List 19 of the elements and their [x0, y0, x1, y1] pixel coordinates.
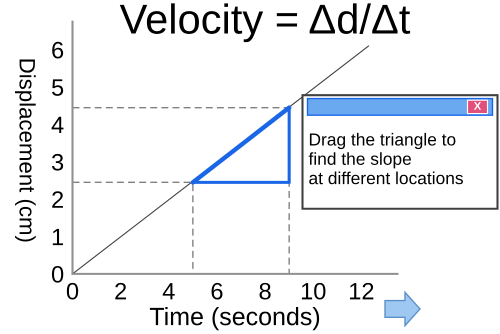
x-axis-title: Time (seconds) [150, 307, 320, 330]
x-tick-label: 8 [260, 282, 271, 300]
x-tick-label: 4 [162, 283, 175, 300]
chart-title: Velocity = Δd/Δt [120, 3, 410, 42]
y-tick-label: 1 [52, 228, 64, 246]
y-tick-label: 5 [52, 79, 64, 96]
x-tick-label: 12 [350, 282, 374, 300]
y-tick-label: 3 [52, 154, 64, 171]
text: X [474, 102, 482, 110]
y-tick-label: 4 [52, 116, 64, 133]
x-tick-label: 0 [66, 282, 78, 300]
x-tick-label: 10 [302, 282, 326, 300]
y-tick-label: 6 [52, 42, 64, 59]
y-tick-label: 2 [52, 191, 63, 208]
x-tick-label: 2 [115, 282, 126, 300]
y-axis-title: Displacement (cm) [15, 60, 36, 242]
x-tick-label: 6 [212, 282, 222, 300]
y-tick-label: 0 [52, 266, 64, 283]
annotation: Drag the triangle to find the slope at different locations [308, 132, 463, 184]
